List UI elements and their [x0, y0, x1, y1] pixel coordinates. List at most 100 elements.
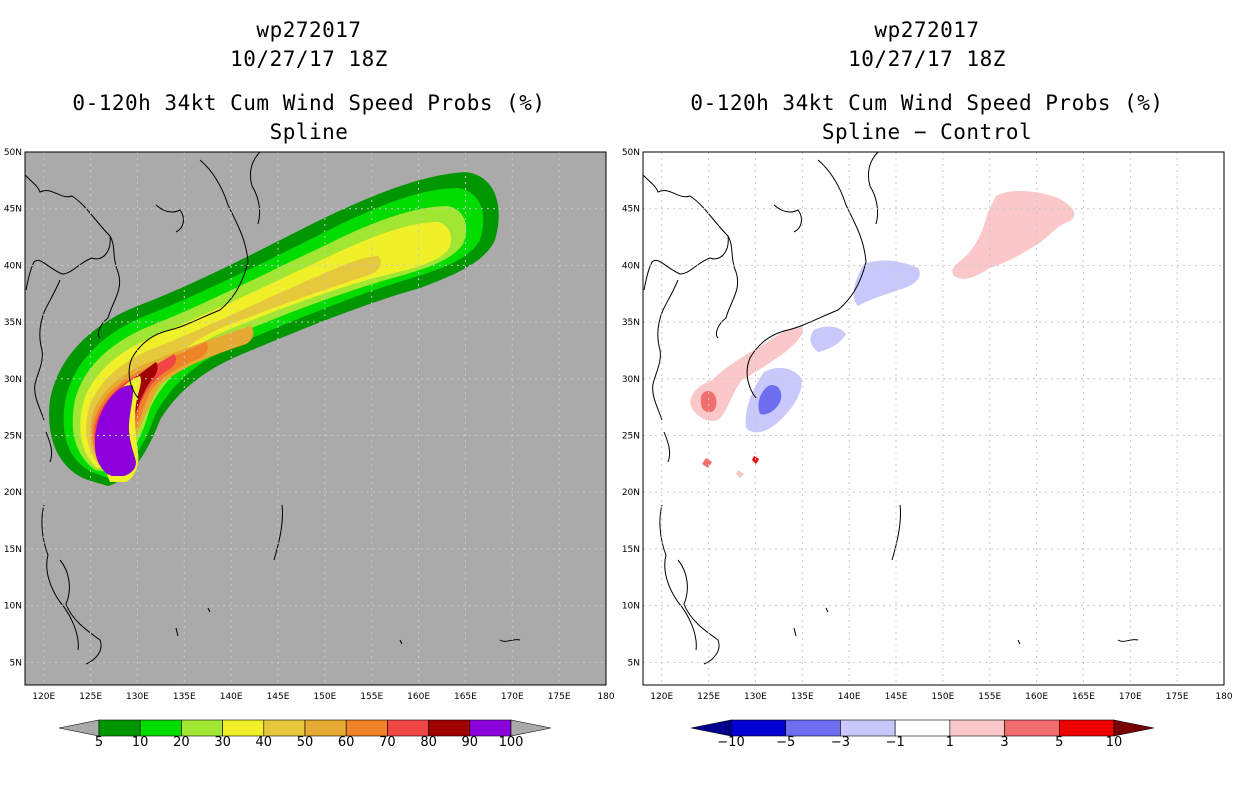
- right-colorbar-label: −1: [885, 735, 905, 750]
- left-lon-label: 130E: [126, 692, 149, 702]
- left-lon-label: 140E: [220, 692, 243, 702]
- right-lat-label: 25N: [622, 432, 640, 442]
- right-lat-label: 40N: [622, 261, 640, 271]
- left-colorbar-label: 90: [461, 735, 479, 750]
- right-lon-label: 165E: [1072, 692, 1095, 702]
- right-map-frame: [642, 151, 1225, 686]
- right-colorbar-swatch: [949, 719, 1005, 737]
- left-lat-label: 30N: [4, 375, 22, 385]
- left-lat-label: 25N: [4, 432, 22, 442]
- right-lon-label: 140E: [838, 692, 861, 702]
- right-lon-label: 180: [1215, 692, 1232, 702]
- left-lat-label: 20N: [4, 488, 22, 498]
- left-lon-label: 175E: [548, 692, 571, 702]
- left-lat-label: 15N: [4, 545, 22, 555]
- left-product-title: 0-120h 34kt Cum Wind Speed Probs (%): [72, 91, 546, 115]
- diff-neg-north: [853, 260, 920, 306]
- left-colorbar-label: 70: [379, 735, 396, 750]
- right-colorbar-swatch: [840, 719, 896, 737]
- right-lon-label: 130E: [744, 692, 767, 702]
- right-lat-label: 20N: [622, 488, 640, 498]
- left-lon-label: 180: [597, 692, 614, 702]
- left-colorbar-swatch: [469, 719, 512, 737]
- left-lat-label: 10N: [4, 602, 22, 612]
- right-colorbar-label: −5: [776, 735, 796, 750]
- left-colorbar-label: 10: [131, 735, 149, 750]
- diff-pos-north: [952, 190, 1075, 279]
- right-lat-label: 45N: [622, 205, 640, 215]
- left-colorbar-swatch: [98, 719, 141, 737]
- left-colorbar-swatch: [222, 719, 265, 737]
- difference-field: [690, 190, 1075, 478]
- right-colorbar-label: 3: [1000, 735, 1009, 750]
- right-grid: [643, 152, 1224, 685]
- left-lon-label: 160E: [407, 692, 430, 702]
- right-lon-label: 145E: [885, 692, 908, 702]
- right-colorbar-swatch: [785, 719, 841, 737]
- left-lon-label: 135E: [173, 692, 196, 702]
- right-lon-label: 170E: [1119, 692, 1142, 702]
- left-colorbar: [58, 719, 552, 737]
- right-colorbar: [690, 719, 1155, 737]
- right-lon-label: 120E: [650, 692, 673, 702]
- right-lon-label: 155E: [978, 692, 1001, 702]
- left-lat-label: 5N: [10, 658, 22, 668]
- diff-neg-east: [810, 326, 846, 352]
- swath-100: [94, 385, 136, 476]
- left-colorbar-label: 100: [498, 735, 524, 750]
- left-colorbar-end-low: [58, 719, 100, 737]
- right-map-background: [643, 152, 1224, 685]
- left-lon-label: 170E: [501, 692, 524, 702]
- diff-pos-core: [700, 390, 717, 413]
- right-colorbar-swatch: [1058, 719, 1115, 737]
- left-colorbar-end-high: [510, 719, 552, 737]
- right-panel: wp272017 10/27/17 18Z 0-120h 34kt Cum Wi…: [618, 0, 1236, 800]
- left-grid: [25, 152, 606, 685]
- left-colorbar-swatch: [345, 719, 388, 737]
- right-colorbar-swatch: [1004, 719, 1060, 737]
- right-colorbar-label: −3: [830, 735, 851, 750]
- right-lon-label: 160E: [1025, 692, 1048, 702]
- right-lon-label: 175E: [1166, 692, 1189, 702]
- right-datetime: 10/27/17 18Z: [848, 47, 1006, 71]
- left-colorbar-swatch: [428, 719, 471, 737]
- left-colorbar-swatch: [263, 719, 306, 737]
- left-colorbar-swatch: [139, 719, 182, 737]
- left-datetime: 10/27/17 18Z: [230, 47, 388, 71]
- right-colorbar-label: 10: [1105, 735, 1123, 750]
- right-subtitle: Spline − Control: [821, 120, 1033, 144]
- right-colorbar-swatch: [730, 719, 787, 737]
- left-lat-label: 50N: [4, 148, 22, 158]
- right-lon-label: 135E: [791, 692, 814, 702]
- left-colorbar-label: 20: [173, 735, 190, 750]
- diff-pos-south3: [736, 470, 744, 478]
- right-colorbar-label: 1: [945, 735, 954, 750]
- right-lat-label: 10N: [622, 602, 640, 612]
- left-map-frame: [24, 151, 607, 686]
- left-lon-label: 165E: [454, 692, 477, 702]
- right-lat-label: 35N: [622, 318, 640, 328]
- right-colorbar-end-high: [1113, 719, 1155, 737]
- right-map: 50N 45N 40N 35N 30N 25N 20N 15N 10N 5N 120E 125E 130…: [622, 148, 1233, 702]
- right-colorbar-label: −10: [717, 735, 745, 750]
- left-lon-label: 145E: [267, 692, 290, 702]
- left-colorbar-label: 5: [94, 735, 104, 750]
- left-map: 50N 45N 40N 35N 30N 25N 20N 15N 10N 5N 120E 125E 130…: [4, 148, 615, 702]
- right-lat-label: 50N: [622, 148, 640, 158]
- left-colorbar-label: 50: [296, 735, 314, 750]
- left-lat-label: 35N: [4, 318, 22, 328]
- left-lon-label: 150E: [313, 692, 336, 702]
- diff-neg-core: [758, 385, 782, 415]
- right-lat-label: 5N: [628, 658, 640, 668]
- left-subtitle: Spline: [269, 120, 349, 144]
- probability-swath: [49, 172, 499, 486]
- right-colorbar-end-low: [690, 719, 732, 737]
- left-colorbar-swatch: [181, 719, 223, 737]
- left-axis-labels: 50N 45N 40N 35N 30N 25N 20N 15N 10N 5N 120E 125E 130…: [4, 148, 615, 702]
- diff-pos-south1: [702, 458, 712, 468]
- left-colorbar-label: 40: [255, 735, 273, 750]
- left-colorbar-swatch: [387, 719, 429, 737]
- right-axis-labels: 50N 45N 40N 35N 30N 25N 20N 15N 10N 5N 120E 125E 130…: [622, 148, 1233, 702]
- right-lon-label: 125E: [697, 692, 720, 702]
- left-panel: wp272017 10/27/17 18Z 0-120h 34kt Cum Wi…: [4, 18, 615, 750]
